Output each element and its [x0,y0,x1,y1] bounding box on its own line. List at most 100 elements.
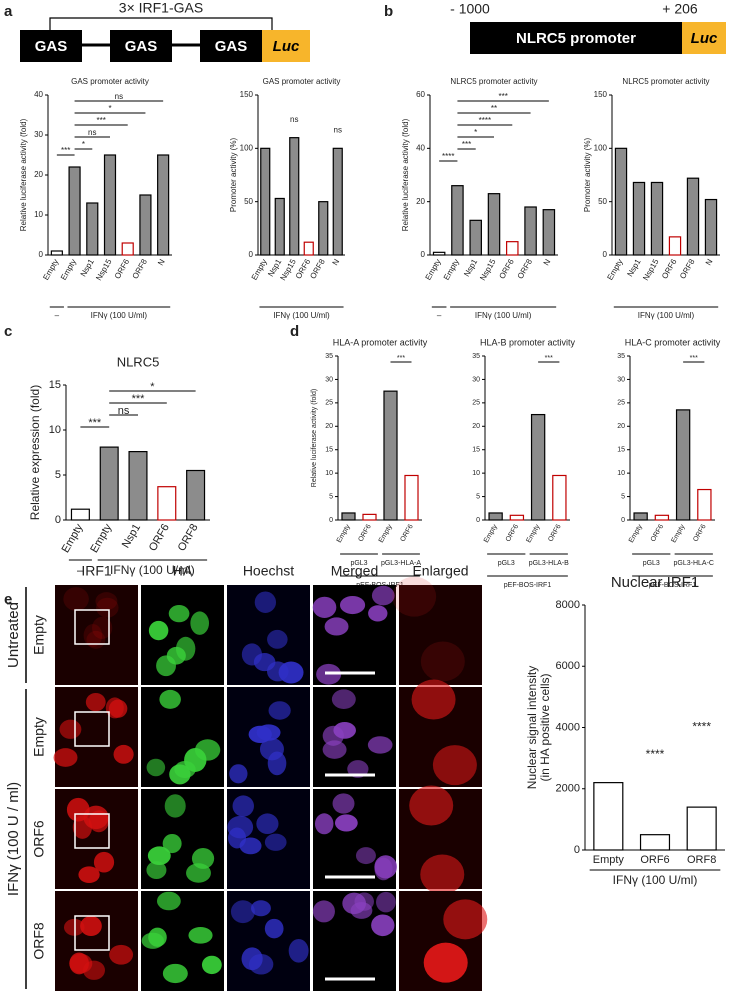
cell [347,760,369,778]
bar [524,206,537,256]
bar [686,177,700,256]
chart-title: NLRC5 [117,354,160,369]
y-tick-label: 30 [617,376,625,383]
x-tick-label: ORF6 [660,257,679,280]
x-tick-label: ORF6 [497,257,516,280]
y-tick-label: 5 [621,493,625,500]
panel-label: e [4,591,12,608]
group-label: IFNγ (100 U/ml) [110,563,195,577]
y-tick-label: 2000 [556,783,580,795]
bar [289,137,300,256]
y-tick-label: 25 [617,400,625,407]
x-tick-label: Empty [593,854,625,866]
micrograph [399,585,482,685]
column-label: IRF1 [81,563,112,579]
row-label: Empty [31,615,47,655]
bar [50,250,63,256]
bar [654,514,670,521]
bar [68,166,81,256]
element-label: Luc [691,30,718,47]
x-tick-label: ORF6 [399,523,414,543]
cell [355,847,376,865]
x-tick-label: ORF6 [147,522,172,553]
x-tick-label: N [704,257,715,267]
x-tick-label: Empty [41,258,60,282]
cell [166,646,186,665]
cell [229,764,248,784]
bar [383,390,398,521]
y-tick-label: 25 [472,400,480,407]
chart-title: GAS promoter activity [263,77,341,86]
inset-box [74,813,110,849]
bar [487,193,501,256]
cell [392,576,437,617]
y-tick-label: 150 [594,90,608,99]
gas-box [110,30,172,62]
cell [190,611,210,635]
cell [312,900,335,923]
y-tick-label: 30 [34,130,43,139]
element-label: GAS [125,38,158,55]
x-tick-label: Empty [88,522,114,555]
cell [148,620,169,641]
x-tick-label: Nsp1 [462,257,479,278]
chart-title: HLA-C promoter activity [625,337,721,347]
panel-label: c [4,323,12,340]
cell [256,813,279,834]
cell [169,764,191,785]
x-tick-label: Empty [525,523,541,544]
x-tick-label: ORF8 [308,257,327,280]
y-tick-label: 20 [325,423,333,430]
group-label: pGL3-HLA-B [529,560,569,567]
bar [552,474,567,521]
chart-title: GAS promoter activity [71,77,149,86]
x-tick-label: ORF6 [692,523,707,543]
x-tick-label: Nsp15 [641,257,661,282]
cell [113,744,134,764]
cell [69,952,89,975]
cell [230,900,255,924]
x-tick-label: ORF6 [357,523,372,543]
cell [420,854,465,895]
group-label: IFNγ (100 U/ml) [91,311,148,320]
row-label: ORF6 [31,820,47,858]
bar [451,185,464,256]
cell [367,736,393,754]
cell [288,939,309,963]
y-tick-label: 40 [34,90,43,99]
x-tick-label: ORF8 [678,257,697,280]
significance-label: *** [96,116,105,125]
bracket-label: 3× IRF1-GAS [119,0,203,16]
x-tick-label: Empty [250,258,269,282]
cell [322,725,344,746]
bar [633,512,648,521]
significance-label: ns [118,405,130,417]
cell [409,785,454,826]
bar [86,202,99,256]
cell [342,892,366,915]
bar [121,242,134,256]
cell [312,596,337,618]
micrograph [55,585,138,685]
cell [147,846,171,866]
cell [164,794,186,818]
cell [227,827,247,849]
x-tick-label: Empty [336,523,352,544]
group-label: IFNγ (100 U/ml) [613,873,698,887]
x-tick-label: ORF8 [176,522,201,553]
cell [184,748,207,772]
bar [99,446,119,521]
y-tick-label: 5 [55,469,61,481]
y-tick-label: 0 [574,844,580,856]
y-tick-label: 20 [34,170,43,179]
y-tick-label: 50 [244,197,253,206]
cell [159,689,181,709]
y-axis-label: Relative luciferase activity (fold) [401,118,410,231]
cell [332,793,355,814]
significance-label: *** [690,355,698,362]
luc-box [682,22,726,54]
significance-label: **** [692,719,711,733]
bar [668,236,682,256]
x-tick-label: Nsp1 [120,522,143,550]
